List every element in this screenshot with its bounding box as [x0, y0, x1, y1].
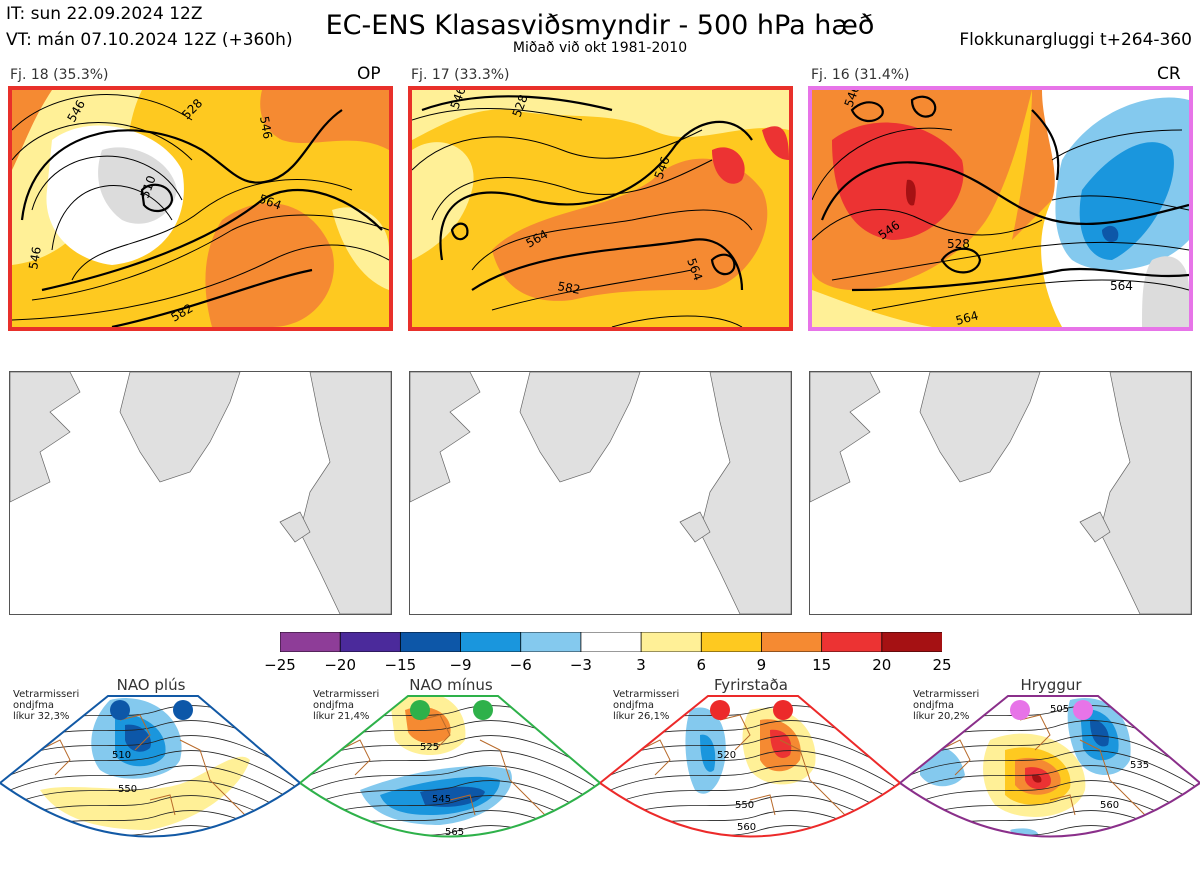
cluster-3-contour-label: 564	[1110, 279, 1133, 293]
regime-contour-label: 510	[112, 750, 131, 761]
colorbar-tick-label: 25	[932, 656, 952, 674]
colorbar-tick-label: −6	[509, 656, 532, 674]
cluster-1-map: 546 528 510 546 564 582 546	[8, 86, 393, 331]
regime-title: Hryggur	[1020, 676, 1082, 694]
regime-info-line2: ondjfma	[13, 700, 54, 711]
cluster-3-label: Fj. 16 (31.4%)	[811, 67, 910, 83]
colorbar-tick-label: −20	[324, 656, 356, 674]
colorbar-tick-label: −25	[264, 656, 296, 674]
page-title: EC-ENS Klasasviðsmyndir - 500 hPa hæð	[325, 10, 875, 41]
colorbar-swatch	[700, 631, 763, 653]
colorbar-tick-label: −9	[449, 656, 472, 674]
cluster-2-map: 546 528 564 582 546 564	[408, 86, 793, 331]
regime-info: Vetrarmisseri ondjfma líkur 32,3%	[13, 689, 79, 722]
regime-contour-label: 520	[717, 750, 736, 761]
regime-contour-label: 560	[737, 822, 756, 833]
regime-panel: 505 535 560 Hryggur Vetrarmisseri ondjfma líku…	[900, 676, 1200, 871]
regime-info-season: Vetrarmisseri	[13, 689, 80, 700]
regime-info-line2: ondjfma	[313, 700, 354, 711]
cluster-3-contour-label: 564	[954, 308, 980, 327]
regime-contour-label: 525	[420, 742, 439, 753]
regime-marker-dot	[173, 700, 193, 720]
regime-marker-dot	[473, 700, 493, 720]
initial-time: IT: sun 22.09.2024 12Z	[6, 4, 203, 24]
regime-marker-dot	[110, 700, 130, 720]
observed-map-1	[9, 371, 392, 615]
colorbar-swatch	[339, 631, 402, 653]
cluster-1-label: Fj. 18 (35.3%)	[10, 67, 109, 83]
regime-title: NAO plús	[116, 676, 186, 694]
cluster-3-map: 546 528 546 564 564	[808, 86, 1193, 331]
page-subtitle: Miðað við okt 1981-2010	[512, 40, 688, 56]
regime-info: Vetrarmisseri ondjfma líkur 21,4%	[313, 689, 379, 722]
colorbar	[279, 631, 943, 653]
regime-title: Fyrirstaða	[714, 676, 788, 694]
regime-info-season: Vetrarmisseri	[613, 689, 680, 700]
regime-panel: 510 550 NAO plús Vetrarmisseri ondjfma líkur …	[0, 676, 300, 871]
regime-info-prob: líkur 32,3%	[13, 711, 70, 722]
colorbar-swatch	[580, 631, 642, 653]
regime-contour-label: 535	[1130, 760, 1149, 771]
regime-contour-label: 560	[1100, 800, 1119, 811]
valid-time: VT: mán 07.10.2024 12Z (+360h)	[6, 30, 293, 50]
regime-contour-label: 565	[445, 827, 464, 838]
cluster-1-tag: OP	[357, 64, 381, 84]
regime-info-season: Vetrarmisseri	[913, 689, 980, 700]
regime-contour-label: 550	[118, 784, 137, 795]
colorbar-swatch	[821, 631, 883, 653]
cluster-3-contour-label: 528	[947, 237, 970, 251]
regime-contour-label: 545	[432, 794, 451, 805]
cluster-2-label: Fj. 17 (33.3%)	[411, 67, 510, 83]
regime-info-line2: ondjfma	[613, 700, 654, 711]
colorbar-tick-label: −15	[384, 656, 417, 674]
colorbar-tick-label: 6	[696, 656, 707, 674]
regime-panel: 520 550 560 Fyrirstaða Vetrarmisseri ondjfma l…	[600, 676, 900, 871]
regime-contour-label: 550	[735, 800, 754, 811]
cluster-3-tag: CR	[1157, 64, 1181, 84]
regime-info-line2: ondjfma	[913, 700, 954, 711]
colorbar-tick-label: 15	[812, 656, 832, 674]
cluster-2-contour-label: 582	[556, 279, 581, 297]
cluster-1-contour-label: 546	[257, 115, 275, 140]
regime-info-prob: líkur 26,1%	[613, 711, 670, 722]
cluster-1-contour-label: 546	[26, 246, 44, 271]
observed-map-3	[809, 371, 1192, 615]
colorbar-swatch	[460, 631, 522, 653]
regime-panel: 525 545 565 NAO mínus Vetrarmisseri ondjfma lí…	[300, 676, 600, 871]
regime-marker-dot	[710, 700, 730, 720]
colorbar-swatch	[520, 631, 582, 653]
regime-info: Vetrarmisseri ondjfma líkur 26,1%	[613, 689, 679, 722]
colorbar-tick-label: 9	[756, 656, 767, 674]
colorbar-tick-label: −3	[569, 656, 592, 674]
regime-marker-dot	[410, 700, 430, 720]
colorbar-swatch	[761, 631, 823, 653]
regime-info-season: Vetrarmisseri	[313, 689, 380, 700]
regime-info: Vetrarmisseri ondjfma líkur 20,2%	[913, 689, 979, 722]
observed-map-2	[409, 371, 792, 615]
classification-window: Flokkunargluggi t+264-360	[959, 30, 1192, 50]
regime-info-prob: líkur 21,4%	[313, 711, 370, 722]
colorbar-swatch	[640, 631, 703, 653]
regime-info-prob: líkur 20,2%	[913, 711, 970, 722]
regime-marker-dot	[1010, 700, 1030, 720]
regime-marker-dot	[773, 700, 793, 720]
regime-title: NAO mínus	[409, 676, 493, 694]
colorbar-swatch	[881, 631, 943, 653]
colorbar-tick-label: 20	[872, 656, 892, 674]
regime-contour-label: 505	[1050, 704, 1069, 715]
colorbar-swatch	[399, 631, 462, 653]
colorbar-swatch	[279, 631, 342, 653]
regime-marker-dot	[1073, 700, 1093, 720]
colorbar-tick-label: 3	[636, 656, 646, 674]
